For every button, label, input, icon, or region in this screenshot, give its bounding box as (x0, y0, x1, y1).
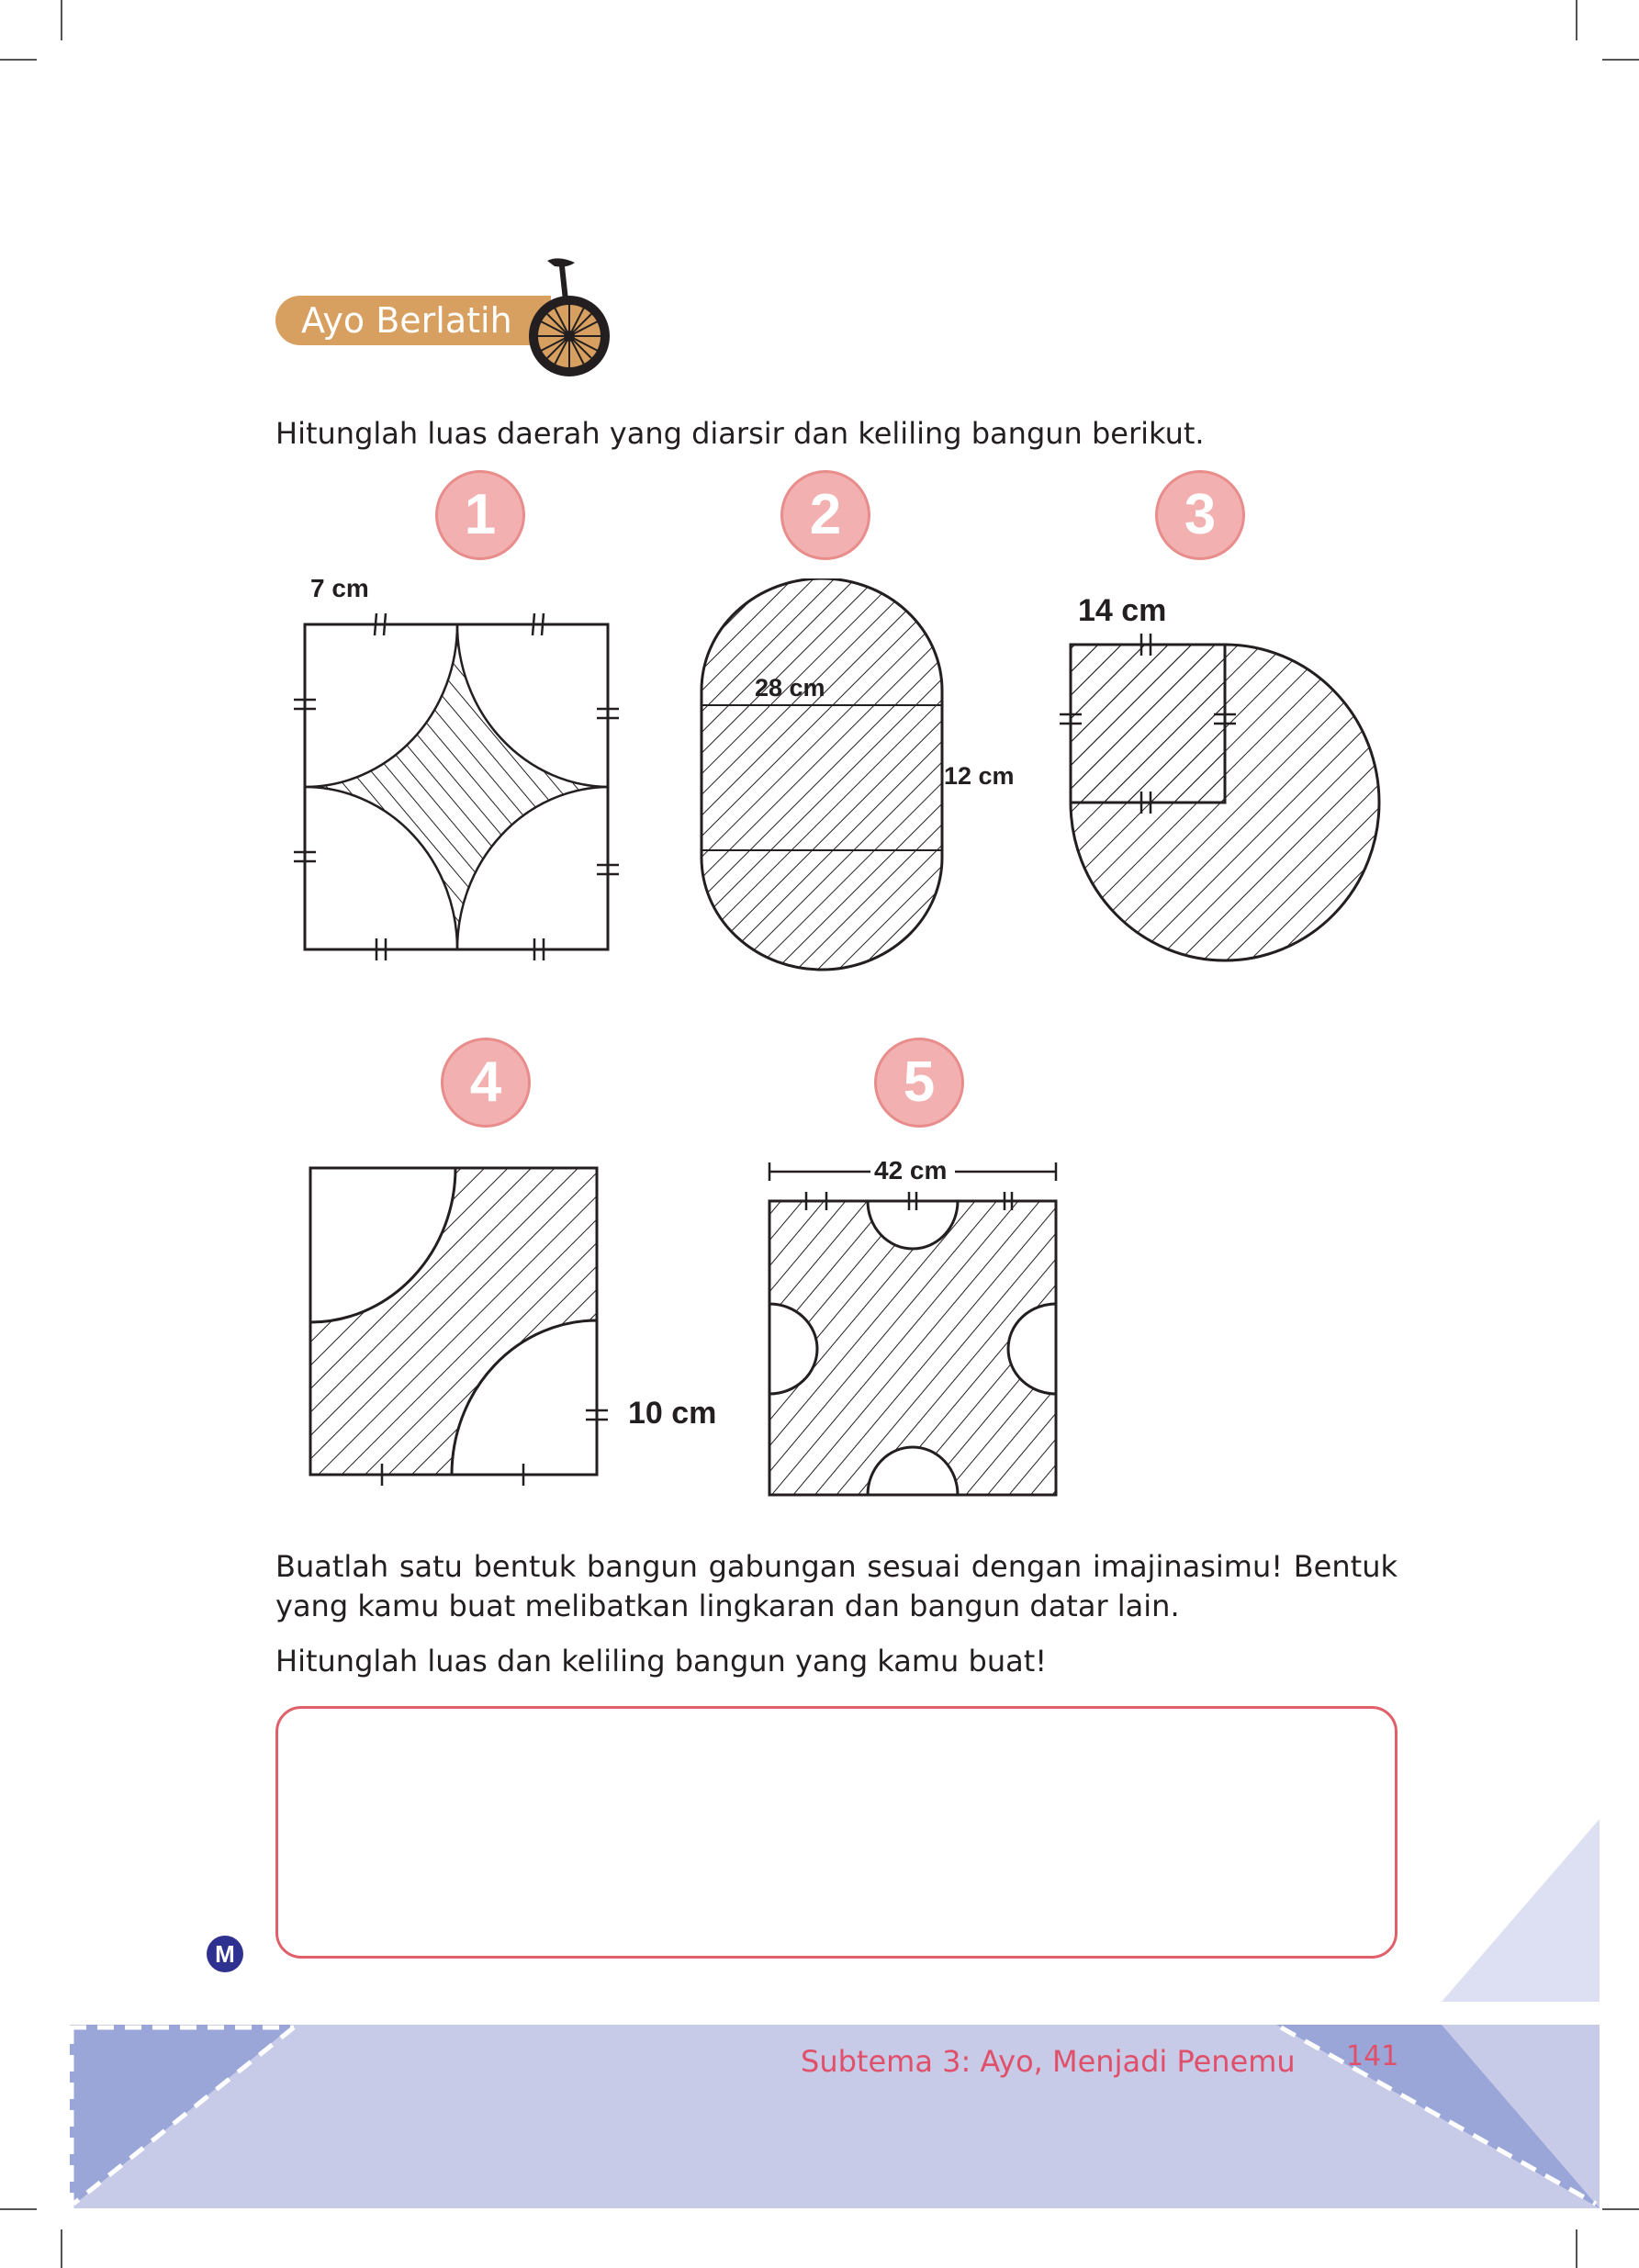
page-number: 141 (1346, 2040, 1399, 2072)
figure-3: 14 cm (1060, 593, 1381, 962)
problem-number-3: 3 (1155, 470, 1245, 560)
figure-1: 7 cm (294, 574, 619, 960)
figure-5-label: 42 cm (874, 1156, 947, 1185)
instruction-text: Hitunglah luas daerah yang diarsir dan k… (275, 416, 1205, 451)
margin-mark: M (207, 1936, 243, 1972)
crop-mark (0, 2208, 37, 2210)
problem-number-1: 1 (435, 470, 525, 560)
task-line-1: Buatlah satu bentuk bangun gabungan sesu… (275, 1549, 1398, 1584)
crop-mark (1576, 0, 1577, 40)
crop-mark (1576, 2229, 1577, 2268)
footer-decoration (69, 1819, 1600, 2208)
footer-subtheme: Subtema 3: Ayo, Menjadi Penemu (801, 2044, 1296, 2079)
section-banner: Ayo Berlatih (275, 296, 551, 345)
problem-number-2: 2 (780, 470, 870, 560)
crop-mark (1602, 2208, 1639, 2210)
figure-2-label-width: 28 cm (755, 674, 825, 702)
problem-number-5: 5 (874, 1038, 964, 1128)
task-line-2: yang kamu buat melibatkan lingkaran dan … (275, 1589, 1180, 1623)
figure-4-label: 10 cm (628, 1396, 716, 1431)
crop-mark (0, 59, 37, 61)
figure-4: 10 cm (309, 1166, 716, 1486)
problem-number-4: 4 (441, 1038, 531, 1128)
figure-3-label: 14 cm (1078, 593, 1166, 628)
task-line-3: Hitunglah luas dan keliling bangun yang … (275, 1644, 1048, 1679)
figure-2: 28 cm 12 cm (700, 578, 1015, 971)
figure-1-label: 7 cm (310, 574, 369, 602)
crop-mark (61, 0, 62, 40)
crop-mark (1602, 59, 1639, 61)
answer-box[interactable] (275, 1706, 1398, 1959)
crop-mark (61, 2229, 62, 2268)
unicycle-icon (529, 258, 610, 376)
figure-2-label-height: 12 cm (944, 762, 1015, 790)
figure-5: 42 cm (768, 1156, 1058, 1497)
